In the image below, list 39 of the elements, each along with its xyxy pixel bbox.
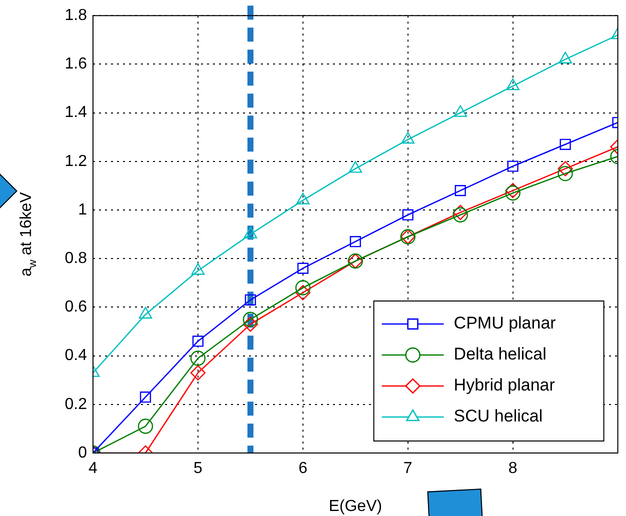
point [242, 316, 258, 332]
point [558, 161, 573, 176]
y-tick-label: 0.6 [64, 298, 88, 316]
x-axis-title: E(GeV) [328, 498, 382, 515]
point [138, 418, 154, 434]
x-tick-label: 8 [508, 460, 518, 478]
legend-label: Delta helical [454, 344, 546, 364]
y-tick-label: 1.6 [64, 56, 88, 73]
point [190, 365, 206, 380]
y-axis-title: aw at 16keV [18, 192, 39, 277]
point [558, 166, 573, 182]
point [350, 236, 361, 248]
point [454, 185, 466, 196]
point [560, 138, 571, 150]
y-tick-label: 0.4 [64, 347, 88, 364]
x-tick-label: 7 [403, 460, 412, 478]
legend-label: Hybrid planar [454, 376, 556, 395]
point [190, 350, 206, 366]
y-tick-label: 1 [78, 201, 88, 218]
point [507, 160, 518, 172]
point [242, 312, 258, 327]
point [140, 392, 152, 403]
point [295, 280, 311, 296]
y-tick-label: 0.2 [64, 396, 88, 413]
point [402, 209, 414, 220]
y-tick-label: 1.2 [64, 152, 88, 170]
y-tick-label: 0.8 [64, 250, 88, 268]
x-tick-label: 4 [88, 460, 98, 478]
y-tick-label: 1.4 [64, 104, 88, 122]
point [192, 336, 204, 347]
y-tick-label: 0 [78, 444, 88, 462]
y-tick-label: 1.8 [64, 7, 88, 24]
legend-label: CPMU planar [454, 314, 556, 333]
legend-label: SCU helical [454, 406, 543, 426]
point [244, 294, 256, 306]
point [297, 262, 308, 274]
x-tick-label: 5 [194, 460, 203, 478]
x-tick-label: 6 [298, 460, 308, 478]
point [295, 285, 311, 300]
